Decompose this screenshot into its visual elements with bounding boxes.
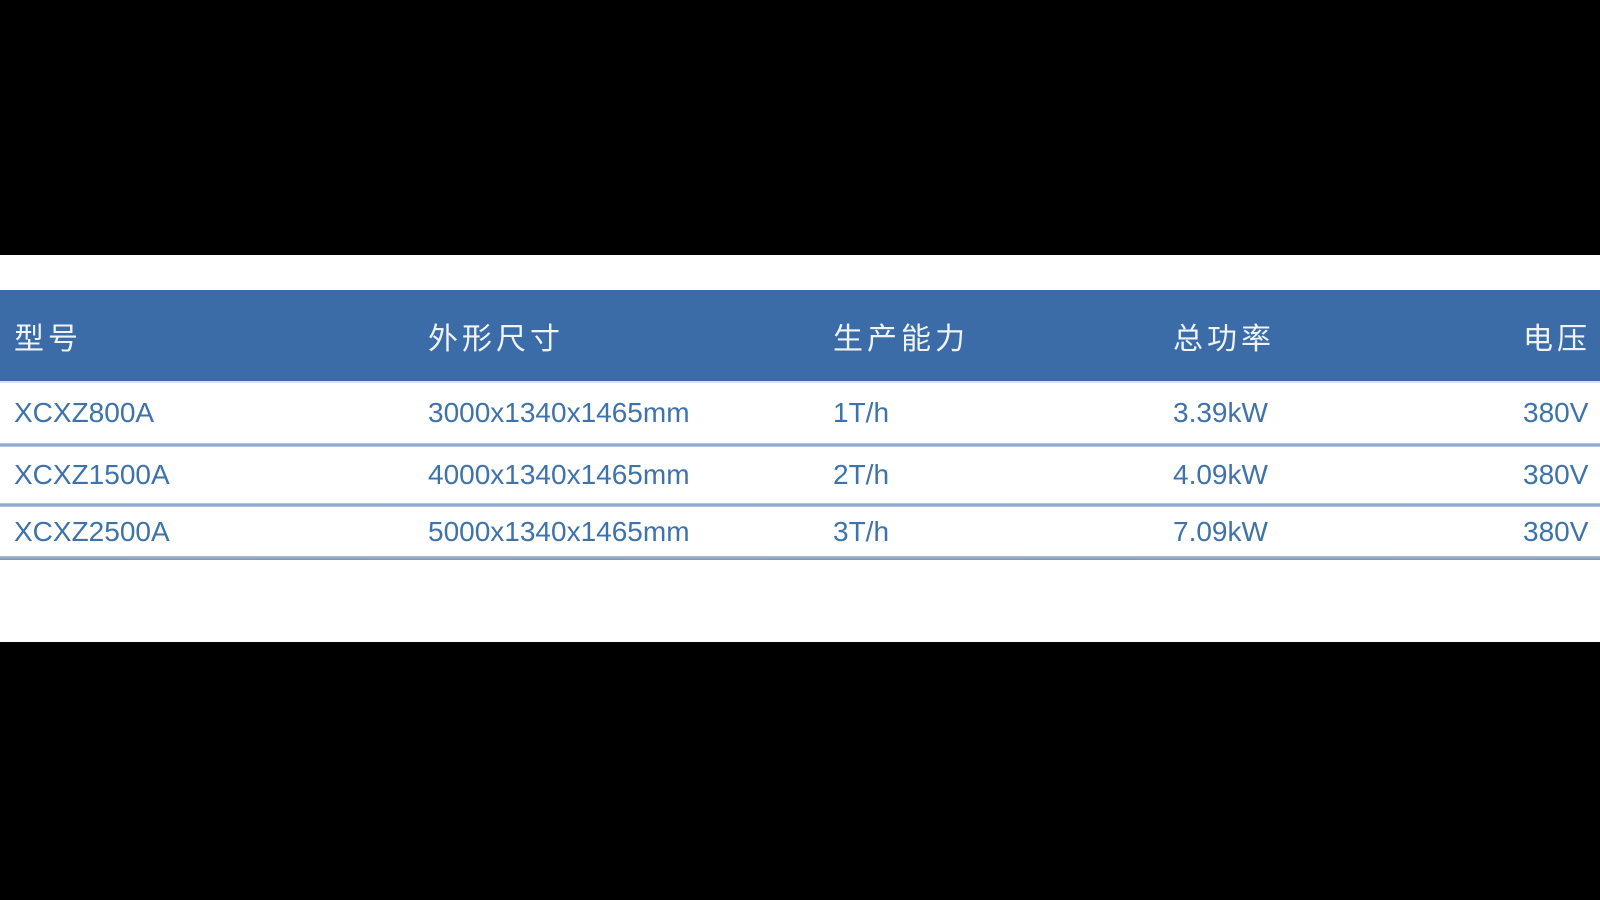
row-separator	[0, 503, 1600, 507]
table-header-row: 型号 外形尺寸 生产能力 总功率 电压	[0, 290, 1600, 383]
cell-model: XCXZ800A	[14, 397, 155, 428]
header-cell-voltage: 电压	[1523, 322, 1591, 356]
header-cell-capacity: 生产能力	[833, 322, 969, 356]
table-row: XCXZ2500A 5000x1340x1465mm 3T/h 7.09kW 3…	[0, 507, 1600, 556]
cell-capacity: 3T/h	[833, 515, 890, 547]
spec-table: 型号 外形尺寸 生产能力 总功率 电压 XCXZ800A 3000x1340x1…	[0, 290, 1600, 560]
cell-capacity: 2T/h	[833, 459, 890, 490]
row-separator	[0, 443, 1600, 447]
table-row: XCXZ800A 3000x1340x1465mm 1T/h 3.39kW 38…	[0, 383, 1600, 443]
table-bottom-border	[0, 556, 1600, 560]
cell-power: 4.09kW	[1173, 459, 1268, 490]
cell-dimensions: 5000x1340x1465mm	[428, 515, 690, 547]
header-cell-dimensions: 外形尺寸	[428, 322, 564, 356]
cell-model: XCXZ1500A	[14, 459, 170, 490]
spec-panel: 型号 外形尺寸 生产能力 总功率 电压 XCXZ800A 3000x1340x1…	[0, 255, 1600, 642]
cell-model: XCXZ2500A	[14, 515, 170, 547]
cell-dimensions: 4000x1340x1465mm	[428, 459, 690, 490]
cell-capacity: 1T/h	[833, 397, 890, 428]
cell-voltage: 380V	[1523, 397, 1589, 428]
cell-power: 3.39kW	[1173, 397, 1268, 428]
table-row: XCXZ1500A 4000x1340x1465mm 2T/h 4.09kW 3…	[0, 447, 1600, 503]
cell-dimensions: 3000x1340x1465mm	[428, 397, 690, 428]
cell-voltage: 380V	[1523, 515, 1589, 547]
header-cell-model: 型号	[14, 322, 82, 356]
header-cell-power: 总功率	[1173, 322, 1275, 356]
cell-power: 7.09kW	[1173, 515, 1268, 547]
cell-voltage: 380V	[1523, 459, 1589, 490]
